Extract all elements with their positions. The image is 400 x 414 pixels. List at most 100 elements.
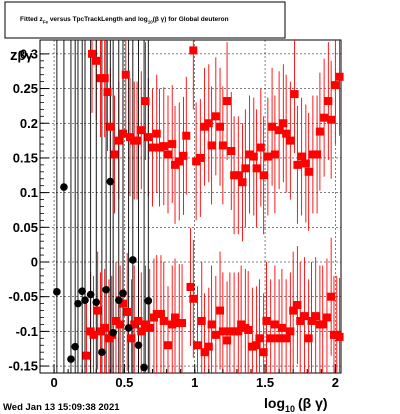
black-data-point (67, 355, 75, 363)
red-data-point (311, 312, 320, 321)
red-data-point (93, 306, 102, 315)
red-data-point (207, 320, 216, 329)
red-data-point (256, 143, 265, 152)
red-data-point (88, 49, 97, 58)
red-data-point (218, 327, 227, 336)
red-data-point (200, 122, 209, 131)
red-data-point (211, 112, 220, 121)
y-tick-label: 0 (31, 255, 38, 270)
black-data-point (119, 289, 127, 298)
red-data-point (192, 157, 201, 166)
black-data-point (109, 328, 117, 337)
red-data-point (275, 334, 284, 343)
red-data-point (248, 342, 257, 351)
red-data-point (300, 312, 309, 321)
red-data-point (96, 327, 105, 336)
red-data-point (249, 152, 258, 161)
red-data-point (327, 115, 336, 124)
y-tick-label: -0.1 (16, 324, 38, 339)
black-data-point (74, 299, 82, 308)
red-data-point (315, 127, 324, 136)
red-data-point (286, 136, 295, 145)
red-data-point (230, 171, 239, 180)
x-tick-label: 0 (50, 375, 57, 390)
red-data-point (225, 327, 234, 336)
red-data-point (197, 316, 206, 325)
red-data-point (255, 334, 264, 343)
red-data-point (270, 150, 279, 159)
y-tick-label: 0.25 (13, 81, 38, 96)
black-data-point (92, 298, 101, 307)
red-data-point (110, 150, 119, 159)
red-data-point (259, 171, 268, 180)
red-data-point (293, 160, 302, 169)
red-data-point (118, 129, 127, 138)
black-data-point (86, 290, 95, 299)
red-data-point (301, 159, 310, 168)
red-data-point (145, 323, 154, 332)
y-tick-label: 0.05 (13, 220, 38, 235)
red-data-point (171, 160, 180, 169)
red-data-point (133, 136, 142, 145)
black-data-point (114, 296, 123, 304)
red-data-point (296, 316, 305, 325)
red-data-point (263, 152, 272, 161)
red-data-point (134, 316, 143, 325)
red-data-point (238, 178, 247, 187)
red-data-point (279, 119, 288, 128)
red-data-point (324, 97, 333, 106)
black-data-point (53, 288, 61, 296)
red-data-point (123, 307, 132, 316)
red-data-point (182, 131, 191, 140)
red-data-point (130, 320, 139, 329)
black-data-point (102, 285, 110, 294)
black-data-point (144, 297, 153, 305)
y-tick-label: 0.1 (20, 185, 38, 200)
y-tick-label: 0.15 (13, 150, 38, 165)
red-data-point (163, 341, 172, 350)
timestamp: Wed Jan 13 15:09:38 2021 (3, 402, 120, 413)
red-data-point (234, 327, 243, 336)
red-data-point (127, 334, 136, 343)
red-data-point (227, 147, 236, 155)
red-data-point (270, 320, 279, 329)
red-data-point (92, 56, 101, 65)
red-data-point (234, 171, 243, 180)
red-data-point (282, 334, 291, 343)
black-data-point (134, 341, 143, 350)
red-data-point (152, 310, 161, 319)
red-data-point (289, 306, 298, 315)
red-data-point (159, 142, 168, 151)
red-data-point (290, 90, 299, 99)
red-data-point (204, 119, 213, 128)
red-data-point (277, 323, 286, 332)
red-data-point (286, 327, 295, 336)
red-data-point (193, 341, 202, 350)
y-tick-label: 0.2 (20, 116, 38, 131)
red-data-point (175, 157, 184, 166)
red-data-point (179, 151, 188, 160)
red-data-point (171, 313, 180, 322)
red-data-point (331, 81, 340, 90)
red-data-point (137, 327, 146, 336)
red-data-point (111, 316, 120, 325)
red-data-point (118, 299, 127, 308)
red-data-point (241, 164, 250, 173)
red-data-point (100, 74, 109, 83)
red-data-point (159, 316, 168, 325)
black-data-point (78, 287, 86, 295)
red-data-point (318, 320, 327, 329)
red-data-point (82, 351, 91, 360)
red-data-point (335, 72, 344, 81)
y-axis-label: zβγ (10, 47, 33, 64)
red-data-point (223, 336, 232, 345)
red-data-point (126, 133, 135, 142)
black-data-point (60, 183, 68, 191)
title-box: Fitted zFe versus TpcTrackLength and log… (4, 1, 286, 39)
red-data-point (216, 122, 225, 131)
black-data-point (129, 256, 137, 264)
red-data-point (335, 332, 344, 341)
red-data-point (178, 319, 187, 328)
red-data-point (121, 70, 130, 79)
y-tick-label: -0.15 (8, 359, 38, 374)
